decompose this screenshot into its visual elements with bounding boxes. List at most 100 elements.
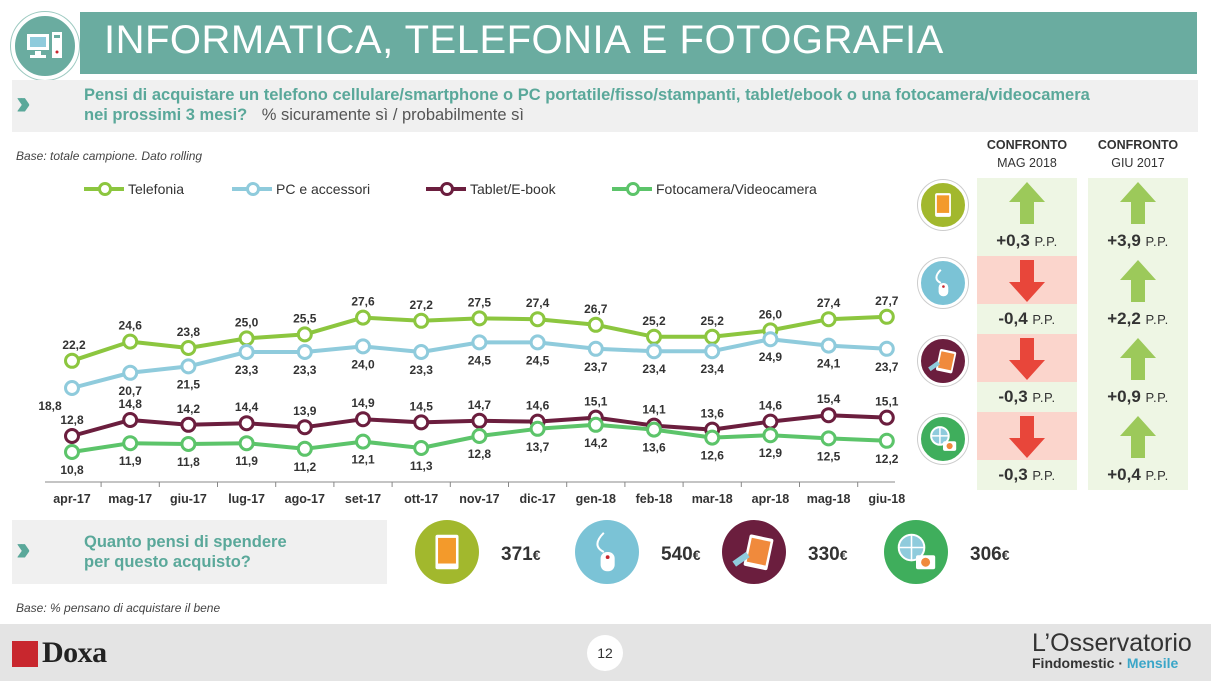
data-label: 15,1 bbox=[875, 395, 899, 409]
x-tick-label: apr-18 bbox=[752, 492, 790, 506]
data-label: 11,3 bbox=[410, 459, 433, 473]
data-label: 23,7 bbox=[875, 360, 899, 374]
data-point bbox=[296, 440, 313, 457]
data-point bbox=[820, 430, 837, 447]
data-point bbox=[64, 352, 80, 369]
computer-icon bbox=[11, 12, 79, 80]
legend-swatch bbox=[232, 182, 272, 196]
data-point bbox=[355, 309, 371, 326]
legend-tablet: Tablet/E-book bbox=[426, 181, 556, 197]
data-point bbox=[238, 344, 255, 360]
camera-icon bbox=[884, 520, 948, 584]
data-label: 27,4 bbox=[817, 296, 841, 310]
spend-amount-number: 306 bbox=[970, 544, 1002, 565]
compare-value-unit: P.P. bbox=[1032, 390, 1056, 405]
data-point bbox=[238, 435, 255, 452]
data-label: 27,7 bbox=[875, 294, 899, 308]
data-label: 20,7 bbox=[119, 384, 143, 398]
compare-value-unit: P.P. bbox=[1032, 312, 1056, 327]
osservatorio-logo: L’Osservatorio bbox=[1032, 629, 1192, 657]
legend-swatch bbox=[612, 182, 652, 196]
legend-swatch bbox=[84, 182, 124, 196]
spend-amount: 306€ bbox=[970, 544, 1010, 566]
data-point bbox=[646, 343, 662, 360]
legend-pc: PC e accessori bbox=[232, 181, 370, 197]
data-point bbox=[471, 428, 488, 444]
x-tick-label: feb-18 bbox=[636, 492, 673, 506]
data-point bbox=[704, 429, 721, 446]
spend-amount-number: 371 bbox=[501, 544, 533, 565]
compare-value: +0,4 P.P. bbox=[1088, 460, 1188, 490]
data-point bbox=[878, 340, 895, 357]
x-tick-label: nov-17 bbox=[459, 492, 499, 506]
base-note: Base: totale campione. Dato rolling bbox=[16, 149, 203, 163]
data-label: 27,5 bbox=[468, 295, 492, 309]
spend-band bbox=[12, 520, 387, 584]
compare-divider bbox=[1083, 178, 1085, 490]
data-label: 12,5 bbox=[817, 449, 841, 463]
data-point bbox=[122, 412, 139, 428]
compare-value: -0,4 P.P. bbox=[977, 304, 1077, 334]
data-point bbox=[64, 380, 80, 396]
compare-arrow-box bbox=[1088, 178, 1188, 226]
compare-value-unit: P.P. bbox=[1145, 312, 1169, 327]
data-point bbox=[238, 330, 255, 347]
data-point bbox=[64, 444, 80, 460]
spend-amount: 540€ bbox=[661, 544, 701, 566]
data-label: 23,4 bbox=[701, 362, 725, 376]
data-point bbox=[122, 364, 139, 381]
data-label: 14,5 bbox=[410, 399, 434, 413]
compare-arrow-box bbox=[1088, 256, 1188, 304]
x-tick-label: giu-18 bbox=[868, 492, 905, 506]
arrow-up-icon bbox=[1118, 414, 1158, 460]
data-label: 25,0 bbox=[235, 315, 259, 329]
data-point bbox=[704, 328, 721, 345]
x-tick-label: mag-17 bbox=[108, 492, 152, 506]
data-point bbox=[471, 412, 488, 429]
data-label: 25,5 bbox=[293, 311, 317, 325]
chevron-right-icon: ›› bbox=[16, 530, 30, 568]
x-tick-label: ott-17 bbox=[404, 492, 438, 506]
data-point bbox=[355, 338, 371, 355]
spend-amount-currency: € bbox=[1001, 547, 1010, 563]
compare-value-number: +3,9 bbox=[1107, 231, 1146, 250]
data-label: 21,5 bbox=[177, 377, 201, 391]
compare-col1-title: CONFRONTO bbox=[986, 138, 1068, 152]
legend-label: Telefonia bbox=[128, 181, 185, 197]
compare-value-number: -0,3 bbox=[998, 465, 1033, 484]
osservatorio-sub2: Mensile bbox=[1126, 655, 1179, 671]
data-label: 23,7 bbox=[584, 360, 608, 374]
data-point bbox=[413, 344, 430, 360]
data-label: 22,2 bbox=[62, 338, 86, 352]
data-point bbox=[64, 428, 80, 444]
mouse-icon bbox=[575, 520, 639, 584]
data-point bbox=[878, 308, 895, 325]
data-label: 14,2 bbox=[177, 402, 201, 416]
spend-amount-number: 540 bbox=[661, 544, 693, 565]
data-label: 14,2 bbox=[584, 436, 608, 450]
data-point bbox=[355, 433, 371, 450]
spend-amount: 330€ bbox=[808, 544, 848, 566]
data-label: 11,9 bbox=[119, 454, 142, 468]
data-point bbox=[820, 337, 837, 354]
data-point bbox=[180, 436, 197, 452]
tablet-icon bbox=[722, 520, 786, 584]
data-label: 26,7 bbox=[584, 302, 608, 316]
question-line1: Pensi di acquistare un telefono cellular… bbox=[84, 86, 1090, 104]
data-point bbox=[296, 419, 313, 436]
compare-value-unit: P.P. bbox=[1032, 468, 1056, 483]
compare-arrow-box bbox=[1088, 334, 1188, 382]
data-label: 12,6 bbox=[701, 449, 725, 463]
compare-value-number: +2,2 bbox=[1107, 309, 1146, 328]
data-point bbox=[587, 416, 604, 433]
data-label: 12,2 bbox=[875, 452, 899, 466]
data-point bbox=[587, 316, 604, 333]
data-label: 23,4 bbox=[642, 362, 666, 376]
arrow-down-icon bbox=[1007, 258, 1047, 304]
data-label: 27,4 bbox=[526, 296, 550, 310]
x-tick-label: gen-18 bbox=[576, 492, 616, 506]
data-point bbox=[471, 334, 488, 351]
data-point bbox=[762, 331, 779, 348]
spend-amount-currency: € bbox=[839, 547, 848, 563]
data-point bbox=[238, 415, 255, 432]
